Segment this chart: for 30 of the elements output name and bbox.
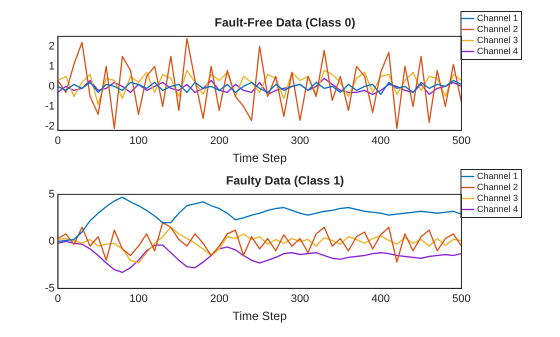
x-tick-label: 300 (290, 293, 310, 306)
y-tick-label: 0 (48, 235, 55, 248)
x-tick-label: 100 (129, 293, 148, 306)
x-axis-title: Time Step (232, 309, 288, 324)
x-tick-label: 300 (290, 135, 310, 148)
legend-label: Channel 1 (476, 12, 518, 23)
y-tick-label: 2 (48, 40, 55, 52)
legend-label: Channel 3 (476, 34, 518, 45)
legend-label: Channel 4 (476, 204, 518, 214)
y-tick-label: 5 (48, 188, 55, 200)
legend-label: Channel 2 (476, 182, 518, 192)
x-tick-label: 500 (452, 293, 471, 306)
y-tick-label: -1 (45, 100, 55, 112)
x-tick-label: 500 (452, 135, 471, 148)
y-tick-label: 0 (48, 80, 55, 92)
x-tick-label: 200 (210, 293, 228, 306)
x-axis-title: Time Step (232, 151, 288, 166)
y-tick-label: 1 (48, 60, 55, 72)
x-tick-label: 200 (210, 135, 228, 148)
legend-label: Channel 3 (476, 192, 518, 203)
legend-label: Channel 4 (476, 46, 518, 56)
chart-title: Faulty Data (Class 1) (226, 174, 344, 188)
x-tick-label: 100 (129, 135, 148, 148)
y-tick-label: -2 (45, 120, 55, 132)
legend-label: Channel 1 (476, 170, 518, 181)
x-tick-label: 400 (372, 135, 390, 148)
legend-label: Channel 2 (476, 24, 518, 34)
x-tick-label: 400 (372, 293, 390, 306)
y-tick-label: -5 (45, 282, 55, 294)
chart-title: Fault-Free Data (Class 0) (214, 16, 356, 30)
